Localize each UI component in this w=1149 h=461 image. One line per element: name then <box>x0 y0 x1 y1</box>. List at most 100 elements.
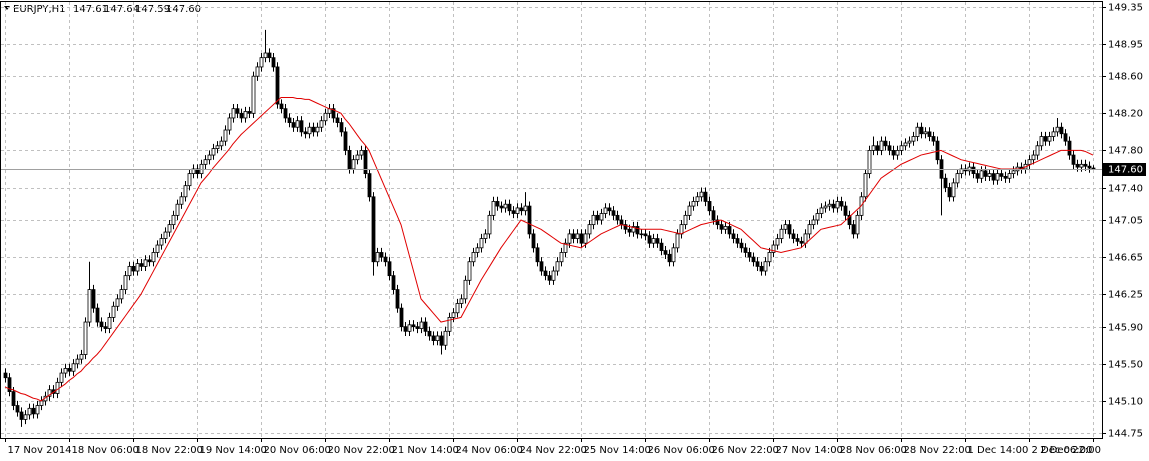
candle-body <box>3 372 8 379</box>
candle-body <box>295 120 300 128</box>
header-low: 147.59 <box>135 4 170 15</box>
candle-body <box>307 126 312 135</box>
y-tick-label: 147.05 <box>1108 216 1143 227</box>
candle-body <box>531 233 536 249</box>
x-tick-label: 18 Nov 06:00 <box>72 445 139 456</box>
y-tick-label: 145.50 <box>1108 360 1143 371</box>
candle-body <box>523 205 528 212</box>
candle-body <box>355 154 360 161</box>
x-tick-label: 21 Nov 14:00 <box>392 445 459 456</box>
candle-body <box>1059 126 1064 135</box>
candle-body <box>375 252 380 263</box>
candle-body <box>435 335 440 341</box>
overlay <box>1 97 1102 402</box>
candle-body <box>823 205 828 209</box>
candle-body <box>519 207 524 212</box>
candle-body <box>283 108 288 119</box>
candle-body <box>411 324 416 328</box>
candle-body <box>183 185 188 198</box>
candle-body <box>931 136 936 142</box>
candle-body <box>831 203 836 209</box>
candle-body <box>591 214 596 226</box>
candle-body <box>767 252 772 263</box>
candle-body <box>195 168 200 175</box>
candle-body <box>403 326 408 332</box>
candle-body <box>679 224 684 235</box>
candle-body <box>807 224 812 235</box>
candle-body <box>799 240 804 244</box>
candle-body <box>483 233 488 239</box>
candle-body <box>299 120 304 133</box>
candle-body <box>223 129 228 142</box>
candle-body <box>1079 163 1084 168</box>
candle-body <box>427 330 432 337</box>
candle-body <box>775 238 780 246</box>
candle-body <box>763 261 768 272</box>
candle-body <box>791 233 796 239</box>
y-tick-label: 149.35 <box>1108 3 1143 14</box>
candle-body <box>827 203 832 207</box>
candle-body <box>291 122 296 128</box>
candle-body <box>439 335 444 346</box>
candle-body <box>15 405 20 413</box>
y-tick-label: 146.65 <box>1108 253 1143 264</box>
candle-body <box>659 242 664 252</box>
candle-body <box>811 219 816 226</box>
candle-body <box>111 305 116 318</box>
x-tick-label: 25 Nov 14:00 <box>584 445 651 456</box>
x-tick-label: 24 Nov 06:00 <box>456 445 523 456</box>
candle-body <box>855 214 860 235</box>
candle-body <box>971 166 976 175</box>
candle-body <box>647 235 652 244</box>
candle-body <box>79 354 84 360</box>
candle-body <box>91 289 96 309</box>
candle-body <box>455 303 460 314</box>
candle-body <box>211 148 216 156</box>
candle-body <box>695 196 700 202</box>
candle-body <box>687 205 692 216</box>
candle-body <box>487 214 492 235</box>
candle-body <box>547 275 552 281</box>
candle-body <box>623 224 628 230</box>
candle-body <box>151 252 156 263</box>
candle-body <box>895 150 900 156</box>
candle-body <box>843 205 848 216</box>
x-tick-label: 20 Nov 06:00 <box>264 445 331 456</box>
candle-body <box>783 224 788 230</box>
candle-body <box>839 201 844 207</box>
candle-body <box>1035 145 1040 156</box>
candle-body <box>203 159 208 165</box>
candle-body <box>607 207 612 212</box>
candle-body <box>243 111 248 119</box>
candle-body <box>819 207 824 214</box>
candle-body <box>1075 163 1080 168</box>
candle-body <box>867 150 872 175</box>
candle-body <box>275 66 280 105</box>
candle-body <box>619 219 624 226</box>
candle-body <box>527 205 532 235</box>
header-open: 147.61 <box>73 4 108 15</box>
candle-body <box>391 275 396 290</box>
plot-frame <box>0 1 1103 439</box>
candle-body <box>627 228 632 233</box>
candle-body <box>967 166 972 172</box>
candle-body <box>331 108 336 119</box>
header-symbol: EURJPY,H1 <box>13 4 66 15</box>
candle-body <box>71 363 76 372</box>
candle-body <box>1039 136 1044 147</box>
candle-body <box>795 238 800 242</box>
candle-body <box>579 233 584 244</box>
candle-body <box>683 214 688 226</box>
candle-body <box>447 317 452 332</box>
candle-body <box>631 226 636 233</box>
candle-body <box>871 145 876 151</box>
candle-body <box>883 140 888 147</box>
candle-body <box>311 126 316 133</box>
candle-body <box>975 173 980 179</box>
candle-body <box>983 170 988 177</box>
candle-body <box>999 173 1004 177</box>
candle-body <box>991 173 996 181</box>
candle-body <box>475 247 480 253</box>
candle-body <box>1027 159 1032 165</box>
